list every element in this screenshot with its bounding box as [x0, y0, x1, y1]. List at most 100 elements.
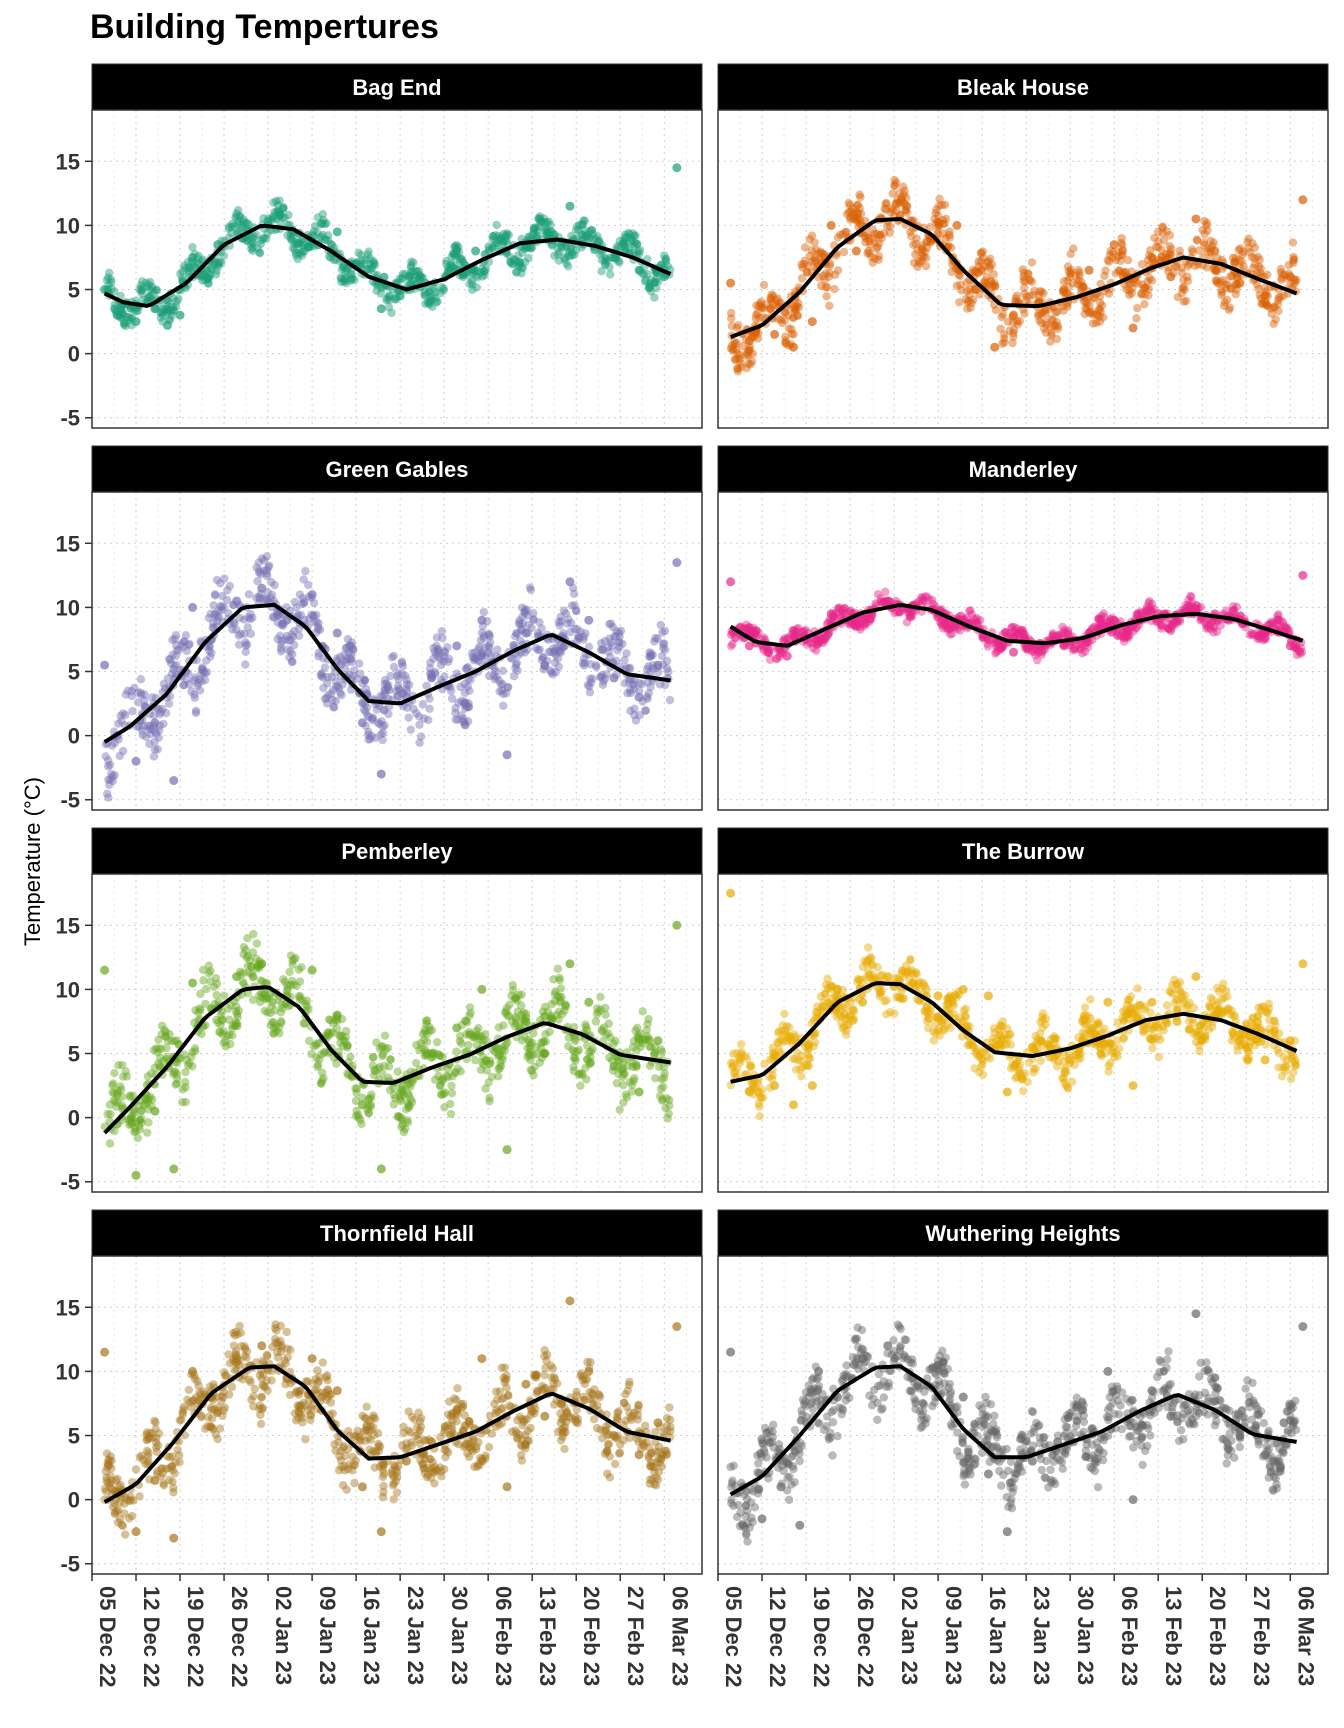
data-point	[991, 649, 1000, 658]
data-point	[581, 1023, 591, 1032]
data-point	[784, 324, 794, 333]
data-point	[248, 973, 258, 982]
data-point	[336, 273, 345, 282]
data-point	[807, 231, 817, 240]
data-point	[461, 1016, 471, 1025]
data-point	[1076, 644, 1085, 653]
data-point	[799, 259, 809, 269]
data-point	[1198, 225, 1207, 235]
data-point	[660, 626, 670, 636]
data-point	[148, 693, 157, 702]
data-point	[146, 291, 155, 301]
data-point	[369, 260, 378, 269]
data-point	[570, 250, 579, 259]
data-point	[279, 203, 288, 212]
data-point	[620, 655, 629, 665]
data-point	[470, 653, 479, 663]
data-point	[518, 248, 527, 257]
data-point	[287, 657, 297, 666]
data-point	[472, 267, 482, 276]
data-point	[1274, 296, 1283, 305]
data-point	[241, 660, 250, 669]
data-point	[572, 233, 582, 243]
data-point	[629, 242, 639, 251]
data-point	[167, 307, 176, 317]
data-point	[241, 218, 250, 228]
data-point	[214, 259, 224, 268]
y-tick-label: 10	[56, 977, 80, 1002]
data-point	[215, 1027, 224, 1037]
data-point	[561, 242, 570, 251]
data-point	[727, 321, 736, 331]
data-point	[139, 295, 148, 305]
data-point	[408, 267, 418, 277]
data-point	[515, 616, 524, 625]
data-point	[550, 647, 560, 656]
data-point	[256, 239, 266, 249]
data-point	[177, 274, 187, 283]
data-point	[826, 220, 836, 230]
data-point	[248, 613, 257, 622]
data-point	[117, 1092, 127, 1101]
data-point	[661, 255, 670, 264]
data-point	[485, 1097, 494, 1106]
data-point	[494, 1072, 503, 1081]
data-point	[115, 751, 125, 761]
data-point	[533, 231, 542, 240]
facet-title-green-gables: Green Gables	[325, 457, 468, 482]
data-point	[495, 687, 504, 696]
data-point	[248, 246, 257, 256]
data-point	[634, 265, 644, 275]
data-point	[890, 181, 899, 191]
data-point	[780, 338, 790, 347]
data-point	[882, 221, 892, 231]
data-point	[966, 606, 975, 615]
data-point	[203, 266, 212, 275]
data-point	[375, 1062, 384, 1072]
data-point	[294, 965, 303, 974]
data-point	[241, 638, 250, 647]
data-point	[252, 231, 261, 240]
data-point	[401, 269, 410, 279]
data-point	[1133, 304, 1142, 313]
data-point	[577, 230, 587, 240]
data-point	[210, 258, 220, 267]
data-point	[1084, 307, 1093, 317]
data-point	[913, 262, 922, 272]
data-point	[1071, 271, 1081, 281]
data-point	[452, 1047, 461, 1056]
data-point	[1193, 236, 1202, 245]
data-point	[247, 244, 256, 253]
data-point	[661, 256, 671, 266]
data-point	[632, 1045, 641, 1055]
data-point	[460, 688, 470, 698]
data-point	[149, 288, 159, 297]
data-point	[746, 360, 755, 369]
data-point	[867, 252, 876, 262]
data-point	[977, 264, 986, 274]
data-point	[1220, 298, 1229, 307]
data-point	[641, 275, 651, 285]
data-point	[447, 1081, 456, 1091]
data-point	[817, 249, 826, 258]
data-point	[225, 222, 234, 231]
data-point	[214, 262, 223, 271]
data-point	[292, 239, 301, 248]
data-point	[1285, 272, 1295, 282]
data-point	[264, 214, 273, 223]
data-point	[179, 261, 189, 270]
data-point	[239, 979, 248, 989]
data-point	[446, 1109, 456, 1119]
data-point	[172, 1079, 182, 1088]
data-point	[1066, 249, 1075, 259]
data-point	[594, 236, 604, 246]
data-point	[585, 226, 595, 236]
data-point	[414, 267, 424, 276]
data-point	[620, 230, 630, 240]
data-point	[647, 275, 656, 285]
data-point	[1095, 298, 1105, 308]
data-point	[630, 231, 639, 241]
data-point	[312, 1053, 321, 1062]
data-point	[663, 261, 673, 271]
data-point	[228, 219, 237, 229]
